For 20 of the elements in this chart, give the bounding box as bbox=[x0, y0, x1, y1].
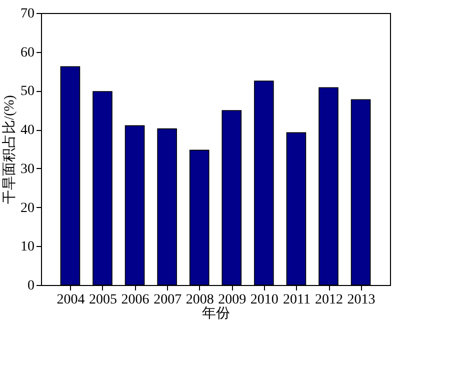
y-axis-title: 干旱面积占比/(%) bbox=[2, 94, 18, 204]
y-tick-label: 20 bbox=[20, 200, 34, 216]
x-tick-label: 2010 bbox=[250, 292, 278, 308]
y-tick-label: 10 bbox=[20, 240, 34, 255]
x-tick-label: 2007 bbox=[154, 292, 182, 308]
x-tick-label: 2006 bbox=[121, 292, 150, 308]
y-tick-label: 70 bbox=[20, 6, 34, 22]
x-tick-label: 2012 bbox=[315, 292, 343, 308]
x-tick-label: 2011 bbox=[282, 292, 310, 308]
y-tick-label: 50 bbox=[20, 84, 34, 100]
x-axis-title: 年份 bbox=[202, 306, 230, 322]
x-tick-label: 2005 bbox=[89, 292, 117, 308]
y-tick-label: 60 bbox=[20, 45, 34, 60]
x-tick-label: 2009 bbox=[218, 292, 246, 308]
x-tick-label: 2008 bbox=[186, 292, 214, 308]
y-tick-label: 30 bbox=[20, 162, 34, 177]
x-tick-label: 2004 bbox=[56, 292, 85, 308]
y-tick-label: 0 bbox=[28, 278, 34, 294]
x-tick-label: 2013 bbox=[347, 292, 376, 308]
y-tick-label: 40 bbox=[20, 123, 34, 138]
